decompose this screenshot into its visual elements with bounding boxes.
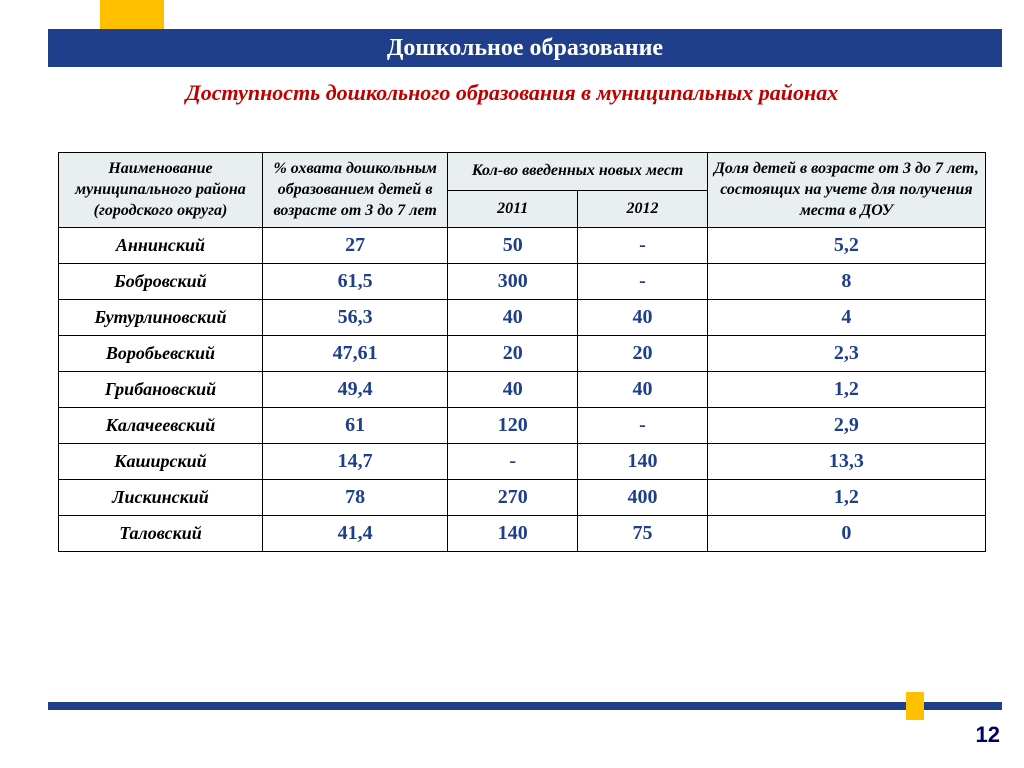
cell-2011: 120 [448, 408, 578, 444]
cell-coverage: 47,61 [262, 336, 447, 372]
cell-coverage: 49,4 [262, 372, 447, 408]
cell-share: 0 [707, 516, 985, 552]
cell-share: 4 [707, 300, 985, 336]
col-2011: 2011 [448, 190, 578, 228]
cell-2011: 20 [448, 336, 578, 372]
table-row: Бутурлиновский 56,3 40 40 4 [59, 300, 986, 336]
col-share: Доля детей в возрасте от 3 до 7 лет, сос… [707, 153, 985, 228]
table-row: Воробьевский 47,61 20 20 2,3 [59, 336, 986, 372]
cell-share: 5,2 [707, 228, 985, 264]
table-row: Лискинский 78 270 400 1,2 [59, 480, 986, 516]
cell-name: Воробьевский [59, 336, 263, 372]
cell-2011: 270 [448, 480, 578, 516]
footer-accent-block [906, 692, 924, 720]
table-row: Каширский 14,7 - 140 13,3 [59, 444, 986, 480]
cell-coverage: 61 [262, 408, 447, 444]
cell-2012: 400 [578, 480, 708, 516]
cell-share: 1,2 [707, 372, 985, 408]
cell-coverage: 14,7 [262, 444, 447, 480]
cell-2012: 20 [578, 336, 708, 372]
cell-name: Калачеевский [59, 408, 263, 444]
cell-2012: - [578, 408, 708, 444]
cell-2012: - [578, 228, 708, 264]
footer-bar [48, 702, 1002, 710]
cell-2012: 40 [578, 300, 708, 336]
cell-2012: 140 [578, 444, 708, 480]
table-row: Калачеевский 61 120 - 2,9 [59, 408, 986, 444]
cell-coverage: 61,5 [262, 264, 447, 300]
cell-name: Таловский [59, 516, 263, 552]
cell-name: Лискинский [59, 480, 263, 516]
cell-name: Грибановский [59, 372, 263, 408]
page-subtitle: Доступность дошкольного образования в му… [0, 80, 1024, 106]
cell-2012: - [578, 264, 708, 300]
cell-name: Бобровский [59, 264, 263, 300]
cell-name: Каширский [59, 444, 263, 480]
cell-share: 2,9 [707, 408, 985, 444]
cell-coverage: 56,3 [262, 300, 447, 336]
table-row: Грибановский 49,4 40 40 1,2 [59, 372, 986, 408]
top-accent-block [100, 0, 164, 30]
cell-share: 13,3 [707, 444, 985, 480]
col-coverage: % охвата дошкольным образованием детей в… [262, 153, 447, 228]
col-name: Наименование муниципального района (горо… [59, 153, 263, 228]
cell-coverage: 41,4 [262, 516, 447, 552]
table-body: Аннинский 27 50 - 5,2 Бобровский 61,5 30… [59, 228, 986, 552]
col-newplaces: Кол-во введенных новых мест [448, 153, 708, 191]
table-row: Таловский 41,4 140 75 0 [59, 516, 986, 552]
cell-2011: 140 [448, 516, 578, 552]
cell-2011: 40 [448, 372, 578, 408]
cell-share: 2,3 [707, 336, 985, 372]
cell-2012: 40 [578, 372, 708, 408]
cell-2011: 40 [448, 300, 578, 336]
page-title: Дошкольное образование [387, 35, 663, 62]
cell-name: Аннинский [59, 228, 263, 264]
cell-name: Бутурлиновский [59, 300, 263, 336]
cell-share: 1,2 [707, 480, 985, 516]
cell-2012: 75 [578, 516, 708, 552]
cell-coverage: 78 [262, 480, 447, 516]
data-table-container: Наименование муниципального района (горо… [58, 152, 986, 552]
page-number: 12 [976, 722, 1000, 748]
cell-2011: 300 [448, 264, 578, 300]
cell-share: 8 [707, 264, 985, 300]
table-row: Аннинский 27 50 - 5,2 [59, 228, 986, 264]
data-table: Наименование муниципального района (горо… [58, 152, 986, 552]
header-bar: Дошкольное образование [48, 29, 1002, 67]
table-row: Бобровский 61,5 300 - 8 [59, 264, 986, 300]
cell-2011: 50 [448, 228, 578, 264]
cell-2011: - [448, 444, 578, 480]
col-2012: 2012 [578, 190, 708, 228]
cell-coverage: 27 [262, 228, 447, 264]
table-header-row-1: Наименование муниципального района (горо… [59, 153, 986, 191]
